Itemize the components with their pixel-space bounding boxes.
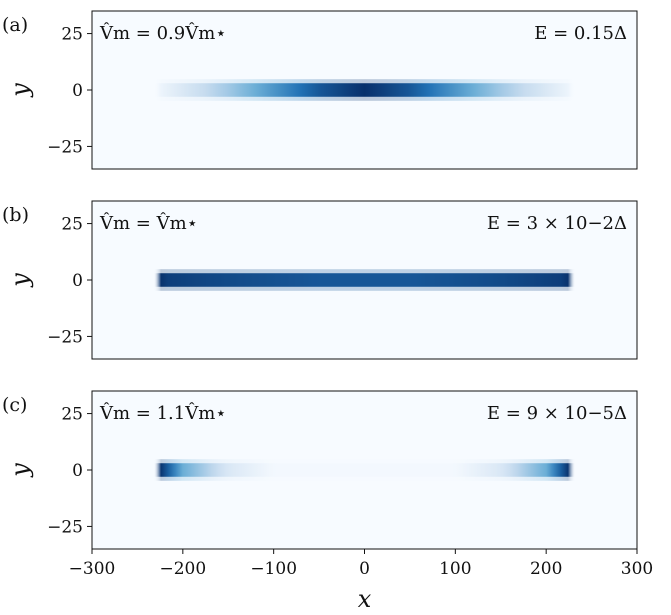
- y-axis-title: y: [6, 273, 34, 288]
- annotation-right: E = 9 × 10−5Δ: [487, 403, 627, 424]
- y-tick-label: −25: [47, 137, 83, 157]
- annotation-left: V̂m = V̂m⋆: [99, 212, 198, 234]
- panel-label: (c): [2, 394, 27, 416]
- y-tick-label: −25: [47, 517, 83, 537]
- annotation-right: E = 0.15Δ: [534, 23, 627, 44]
- x-axis-title: x: [358, 585, 372, 613]
- x-tick-label: −300: [69, 559, 116, 579]
- y-tick-label: 25: [61, 405, 83, 425]
- y-tick-label: 0: [72, 81, 83, 101]
- y-tick-label: 25: [61, 25, 83, 45]
- y-tick-label: −25: [47, 327, 83, 347]
- y-tick-label: 0: [72, 461, 83, 481]
- intensity-band: [146, 273, 583, 287]
- y-tick-label: 0: [72, 271, 83, 291]
- panel-label: (a): [2, 14, 28, 36]
- x-tick-label: 200: [530, 559, 562, 579]
- intensity-band: [146, 83, 583, 97]
- intensity-band: [146, 463, 583, 477]
- panel-1: 25 0 −25 y (a) V̂m = 0.9V̂m⋆ E = 0.15Δ: [2, 10, 638, 170]
- annotation-left: V̂m = 1.1V̂m⋆: [99, 402, 227, 424]
- panel-2: 25 0 −25 y (b) V̂m = V̂m⋆ E = 3 × 10−2Δ: [2, 200, 638, 360]
- annotation-right: E = 3 × 10−2Δ: [487, 213, 627, 234]
- y-axis-title: y: [6, 463, 34, 478]
- y-tick-label: 25: [61, 215, 83, 235]
- panel-3: 25 0 −25 y (c) V̂m = 1.1V̂m⋆ E = 9 × 10−5Δ −300…: [2, 390, 653, 613]
- x-tick-label: −100: [250, 559, 297, 579]
- panel-label: (b): [2, 204, 29, 226]
- x-tick-label: −200: [159, 559, 206, 579]
- y-axis-title: y: [6, 83, 34, 98]
- x-tick-label: 300: [621, 559, 653, 579]
- annotation-left: V̂m = 0.9V̂m⋆: [99, 22, 227, 44]
- x-tick-label: 0: [359, 559, 370, 579]
- x-tick-label: 100: [439, 559, 471, 579]
